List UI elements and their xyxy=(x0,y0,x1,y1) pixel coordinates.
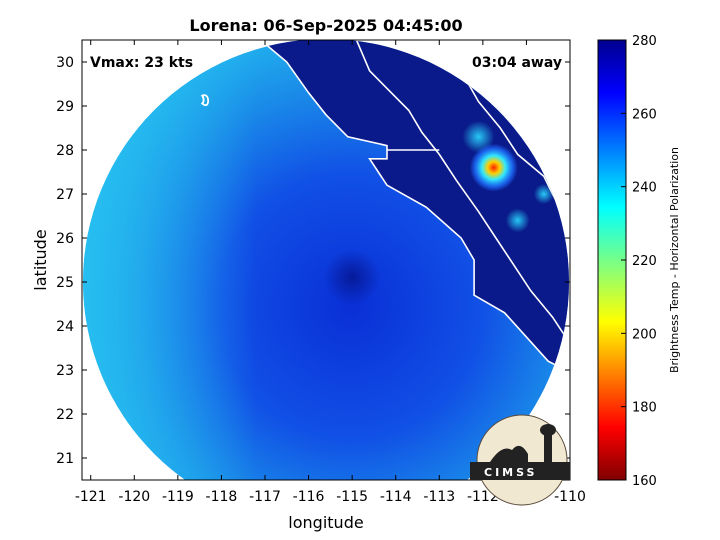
cimss-logo: CIMSS xyxy=(470,414,570,506)
y-tick-label: 25 xyxy=(56,275,74,291)
x-tick-label: -116 xyxy=(293,489,325,505)
x-tick-label: -113 xyxy=(423,489,455,505)
colorbar-tick-label: 240 xyxy=(632,181,657,196)
x-tick-label: -110 xyxy=(554,489,586,505)
x-tick-label: -121 xyxy=(75,489,107,505)
colorbar-tick-label: 260 xyxy=(632,107,657,122)
colorbar: 280 260 240 220 200 180 160 Brightness Temp - … xyxy=(597,34,681,489)
x-tick-label: -120 xyxy=(118,489,150,505)
convection-blob xyxy=(533,184,554,204)
colorbar-tick-label: 200 xyxy=(632,327,657,342)
island xyxy=(200,94,210,107)
x-tick-label: -119 xyxy=(162,489,194,505)
colorbar-label: Brightness Temp - Horizontal Polarizatio… xyxy=(668,147,681,373)
x-tick-label: -114 xyxy=(380,489,412,505)
y-tick-label: 30 xyxy=(56,55,74,71)
convection-blob xyxy=(505,208,530,233)
y-tick-label: 27 xyxy=(56,187,74,203)
colorbar-tick-label: 180 xyxy=(632,401,657,416)
vmax-label: Vmax: 23 kts xyxy=(90,55,193,71)
time-away-label: 03:04 away xyxy=(472,55,562,71)
y-axis-label: latitude xyxy=(31,229,50,290)
colorbar-tick-label: 280 xyxy=(632,34,657,49)
y-tick-label: 29 xyxy=(56,99,74,115)
y-tick-label: 21 xyxy=(56,451,74,467)
logo-text: CIMSS xyxy=(484,466,537,479)
y-axis: 21 22 23 24 25 26 27 28 29 30 xyxy=(56,55,570,467)
x-axis-label: longitude xyxy=(288,513,363,532)
x-axis: -121 -120 -119 -118 -117 -116 -115 -114 -113 -112… xyxy=(75,40,586,505)
hot-spot xyxy=(469,143,518,192)
y-tick-label: 22 xyxy=(56,407,74,423)
colorbar-ticks: 280 260 240 220 200 180 160 xyxy=(621,34,657,489)
y-tick-label: 23 xyxy=(56,363,74,379)
chart-title: Lorena: 06-Sep-2025 04:45:00 xyxy=(189,16,462,35)
x-tick-label: -118 xyxy=(206,489,238,505)
y-tick-label: 28 xyxy=(56,143,74,159)
colorbar-tick-label: 160 xyxy=(632,474,657,489)
coastline-baja-west xyxy=(260,40,569,376)
colorbar-tick-label: 220 xyxy=(632,254,657,269)
plot-area xyxy=(82,40,570,480)
x-tick-label: -117 xyxy=(249,489,281,505)
coastline-gulf-west xyxy=(355,40,569,345)
plot-frame xyxy=(81,39,571,481)
y-tick-label: 26 xyxy=(56,231,74,247)
y-tick-label: 24 xyxy=(56,319,74,335)
storm-center-mark xyxy=(324,249,381,306)
x-tick-label: -115 xyxy=(336,489,368,505)
